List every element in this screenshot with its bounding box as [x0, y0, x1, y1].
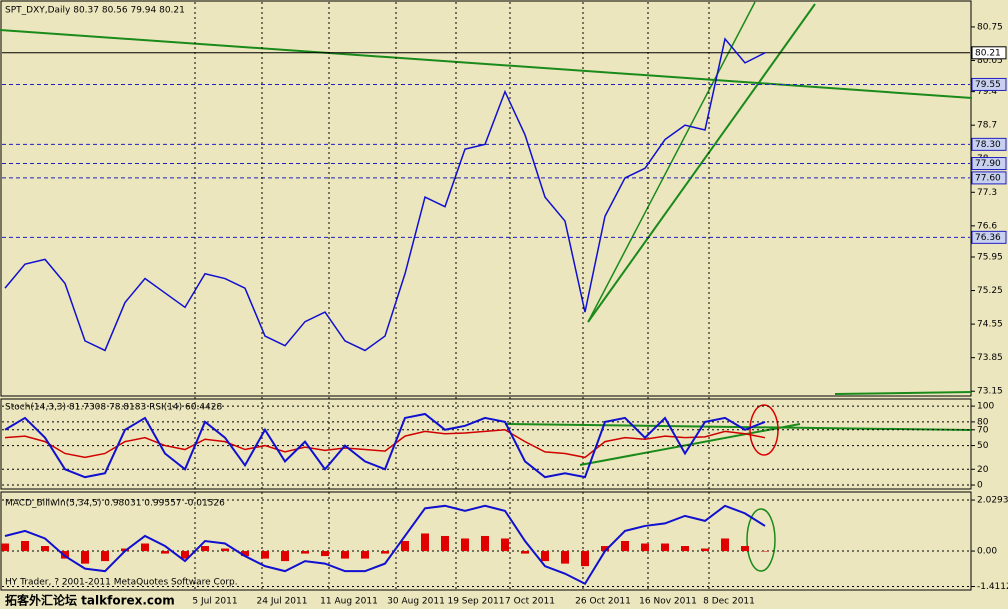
- y-tick-label: 80.75: [977, 22, 1003, 32]
- histogram-bar: [741, 546, 749, 552]
- y-tick-label: 80: [977, 417, 989, 427]
- x-tick-label: 8 Dec 2011: [703, 597, 755, 607]
- y-tick-label: 50: [977, 441, 989, 451]
- histogram-bar: [581, 551, 589, 567]
- y-tick-label: 78.7: [977, 121, 997, 131]
- y-tick-label: 76.6: [977, 221, 997, 231]
- histogram-bar: [201, 546, 209, 552]
- histogram-bar: [181, 551, 189, 559]
- macd-frame: [0, 491, 972, 591]
- price-label: 78.30: [975, 140, 1001, 150]
- y-tick-label: 0.00: [977, 547, 997, 557]
- histogram-bar: [721, 538, 729, 552]
- x-tick-label: 5 Jul 2011: [192, 597, 237, 607]
- x-tick-label: 30 Aug 2011: [387, 597, 445, 607]
- main-title: SPT_DXY,Daily 80.37 80.56 79.94 80.21: [5, 6, 185, 16]
- y-tick-label: 77.3: [977, 188, 997, 198]
- price-box: [971, 157, 1007, 171]
- footer: HY Trader, ? 2001-2011 MetaQuotes Softwa…: [5, 578, 238, 588]
- histogram-bar: [501, 538, 509, 552]
- y-tick-label: 20: [977, 465, 989, 475]
- y-tick-label: 73.85: [977, 353, 1003, 363]
- histogram-bar: [421, 533, 429, 552]
- y-tick-label: 74.55: [977, 320, 1003, 330]
- histogram-bar: [21, 541, 29, 552]
- y-tick-label: 75.25: [977, 286, 1003, 296]
- histogram-bar: [561, 551, 569, 564]
- histogram-bar: [661, 543, 669, 552]
- stoch-title: Stoch(14,3,3) 81.7308 78.8183 RSI(14) 60…: [5, 403, 223, 413]
- histogram-bar: [341, 551, 349, 559]
- histogram-bar: [41, 546, 49, 552]
- histogram-bar: [141, 543, 149, 552]
- x-tick-label: 7 Oct 2011: [505, 597, 555, 607]
- trend-line: [0, 29, 973, 99]
- y-tick-label: 79.4: [977, 87, 997, 97]
- histogram-bar: [121, 548, 129, 552]
- y-tick-label: 75.95: [977, 252, 1003, 262]
- signal-line: [4, 504, 766, 586]
- trend-line: [834, 391, 973, 395]
- price-box: [971, 230, 1007, 244]
- histogram-bar: [701, 548, 709, 552]
- histogram-bar: [401, 541, 409, 552]
- close-line: [4, 37, 766, 352]
- price-label: 80.21: [975, 48, 1001, 58]
- histogram-bar: [361, 551, 369, 559]
- y-tick-label: 73.15: [977, 387, 1003, 397]
- histogram-bar: [161, 551, 169, 554]
- y-tick-label: 0: [977, 481, 983, 491]
- price-box: [971, 77, 1007, 91]
- stoch-line: [4, 412, 766, 479]
- histogram-bar: [601, 546, 609, 552]
- trend-line: [587, 1, 756, 323]
- histogram-bar: [541, 551, 549, 562]
- histogram-bar: [321, 551, 329, 557]
- price-box: [971, 171, 1007, 185]
- price-label: 79.55: [975, 80, 1001, 90]
- y-tick-label: 80.05: [977, 56, 1003, 66]
- histogram-bar: [641, 543, 649, 552]
- histogram-bar: [1, 543, 9, 552]
- y-tick-label: 2.02931: [977, 496, 1008, 506]
- x-tick-label: 19 Sep 2011: [447, 597, 504, 607]
- macd-title: MACD_Billwin(5,34,5) 0.98031 0.99557 -0.…: [5, 499, 225, 509]
- main-frame: [0, 0, 972, 397]
- price-label: 76.36: [975, 233, 1001, 243]
- stoch-frame: [0, 398, 972, 490]
- histogram-bar: [221, 548, 229, 552]
- watermark: 拓客外汇论坛 talkforex.com: [5, 593, 175, 608]
- histogram-bar: [301, 551, 309, 554]
- histogram-bar: [621, 541, 629, 552]
- y-tick-label: 100: [977, 402, 994, 412]
- histogram-bar: [241, 551, 249, 557]
- histogram-bar: [761, 551, 769, 552]
- trend-line: [587, 3, 816, 323]
- histogram-bar: [441, 535, 449, 552]
- price-label: 77.60: [975, 173, 1001, 183]
- y-tick-label: -1.41126: [977, 582, 1008, 592]
- histogram-bar: [81, 551, 89, 564]
- histogram-bar: [521, 551, 529, 554]
- x-tick-label: 26 Oct 2011: [575, 597, 631, 607]
- x-tick-label: 11 Aug 2011: [320, 597, 378, 607]
- x-tick-label: 24 Jul 2011: [257, 597, 308, 607]
- y-tick-label: 70: [977, 425, 989, 435]
- histogram-bar: [101, 551, 109, 562]
- rsi-line: [4, 429, 766, 459]
- histogram-bar: [461, 538, 469, 552]
- price-label: 77.90: [975, 159, 1001, 169]
- histogram-bar: [681, 546, 689, 552]
- highlight-ellipse: [746, 508, 776, 572]
- histogram-bar: [481, 535, 489, 552]
- histogram-bar: [261, 551, 269, 559]
- x-tick-label: 16 Nov 2011: [639, 597, 697, 607]
- price-box: [971, 137, 1007, 151]
- histogram-bar: [281, 551, 289, 562]
- price-box: [971, 46, 1007, 60]
- histogram-bar: [381, 551, 389, 554]
